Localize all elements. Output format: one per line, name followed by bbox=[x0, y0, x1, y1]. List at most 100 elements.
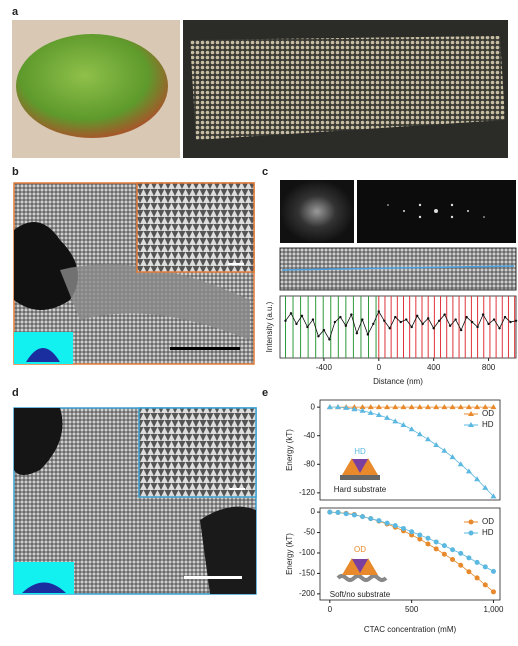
point bbox=[375, 412, 382, 417]
point bbox=[487, 322, 490, 326]
x-tick-label: 400 bbox=[427, 363, 441, 372]
sem-inset bbox=[136, 182, 255, 273]
point bbox=[490, 493, 497, 499]
tomogram-crystal bbox=[190, 36, 505, 140]
point bbox=[295, 322, 298, 326]
annotation: OD bbox=[354, 545, 366, 554]
point bbox=[367, 409, 374, 415]
point bbox=[454, 318, 457, 321]
point bbox=[359, 404, 366, 410]
point bbox=[441, 551, 447, 557]
plot-frame bbox=[319, 507, 501, 601]
legend-label: HD bbox=[482, 420, 494, 429]
point bbox=[408, 404, 415, 410]
point bbox=[344, 324, 348, 327]
point bbox=[361, 318, 364, 321]
point bbox=[368, 516, 374, 522]
point bbox=[306, 325, 309, 329]
y-axis-label: Energy (kT) bbox=[285, 533, 294, 575]
point bbox=[457, 404, 464, 410]
point bbox=[372, 322, 375, 326]
scale-bar bbox=[228, 263, 244, 265]
point bbox=[482, 404, 489, 410]
point bbox=[492, 318, 496, 321]
point bbox=[449, 404, 456, 410]
point bbox=[384, 414, 391, 420]
point bbox=[490, 589, 496, 595]
point bbox=[405, 318, 408, 321]
fft-image bbox=[280, 180, 354, 243]
point bbox=[327, 509, 333, 515]
x-tick-label: 500 bbox=[405, 605, 419, 614]
point bbox=[355, 332, 359, 335]
point bbox=[443, 313, 446, 316]
y-tick-label: -120 bbox=[299, 488, 316, 497]
x-tick-label: 0 bbox=[328, 605, 333, 614]
point bbox=[383, 319, 386, 322]
point bbox=[432, 327, 435, 330]
sem-void bbox=[14, 408, 63, 475]
y-axis-label: Intensity (a.u.) bbox=[265, 301, 274, 352]
y-tick-label: -40 bbox=[303, 431, 315, 440]
point bbox=[392, 523, 398, 529]
annotation: Hard substrate bbox=[334, 485, 387, 494]
soft-substrate-icon bbox=[336, 558, 388, 582]
point bbox=[450, 547, 456, 553]
x-tick-label: 0 bbox=[377, 363, 382, 372]
point bbox=[416, 404, 423, 410]
point bbox=[417, 532, 423, 538]
y-axis-label: Energy (kT) bbox=[285, 429, 294, 471]
legend-marker bbox=[468, 519, 474, 525]
sem-void bbox=[14, 222, 78, 310]
point bbox=[333, 320, 337, 324]
annotation: HD bbox=[354, 447, 366, 456]
point bbox=[335, 404, 341, 410]
point bbox=[400, 525, 406, 531]
point bbox=[514, 319, 518, 322]
x-tick-label: 1,000 bbox=[483, 605, 504, 614]
y-tick-label: -150 bbox=[299, 569, 316, 578]
panel-label: b bbox=[12, 166, 19, 178]
point bbox=[366, 333, 370, 336]
point bbox=[465, 468, 472, 474]
panel-label: c bbox=[262, 166, 268, 178]
point bbox=[408, 426, 415, 432]
point bbox=[317, 335, 320, 338]
point bbox=[416, 314, 419, 318]
y-tick-label: 0 bbox=[311, 402, 316, 411]
point bbox=[503, 315, 507, 319]
point bbox=[437, 319, 441, 322]
point bbox=[326, 404, 333, 410]
y-tick-label: -200 bbox=[299, 589, 316, 598]
point bbox=[433, 442, 440, 447]
point bbox=[322, 328, 326, 332]
point bbox=[458, 562, 464, 568]
annotation: Soft/no substrate bbox=[330, 590, 391, 599]
point bbox=[433, 546, 439, 552]
point bbox=[425, 404, 431, 410]
plot-frame bbox=[279, 295, 517, 359]
point bbox=[388, 327, 391, 330]
x-tick-label: -400 bbox=[316, 363, 333, 372]
photo-disc bbox=[16, 34, 168, 138]
point bbox=[410, 325, 413, 329]
point bbox=[466, 555, 472, 561]
point bbox=[384, 404, 391, 410]
point bbox=[459, 328, 463, 332]
panel-label: a bbox=[12, 6, 19, 18]
legend-label: OD bbox=[482, 517, 494, 526]
droplet bbox=[26, 348, 60, 362]
point bbox=[490, 568, 496, 574]
legend-label: OD bbox=[482, 409, 494, 418]
point bbox=[384, 520, 390, 526]
point bbox=[433, 539, 439, 545]
plot-frame bbox=[319, 399, 501, 501]
series-line bbox=[285, 310, 517, 341]
point bbox=[417, 536, 423, 542]
point bbox=[474, 476, 481, 482]
y-tick-label: -100 bbox=[299, 548, 316, 557]
legend-marker bbox=[468, 422, 474, 427]
point bbox=[441, 404, 448, 410]
x-tick-label: 800 bbox=[482, 363, 496, 372]
